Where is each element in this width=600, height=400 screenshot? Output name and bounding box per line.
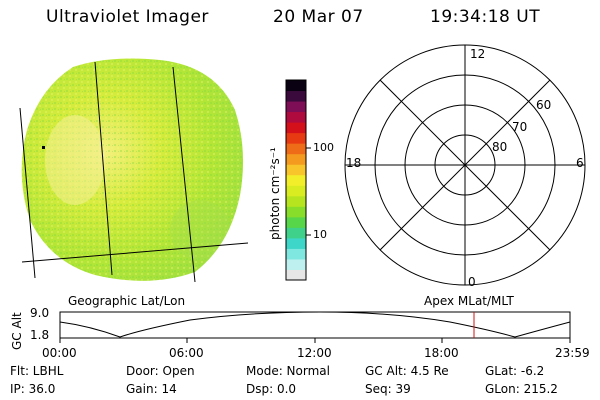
- altitude-curve: [59, 311, 571, 338]
- altitude-ylabel: GC Alt: [10, 312, 24, 350]
- polar-label-12: 12: [470, 47, 486, 61]
- colorbar-tick-10: 10: [313, 228, 327, 241]
- colorbar-segment: [286, 80, 306, 92]
- altitude-x-tick-1: 06:00: [169, 346, 204, 360]
- altitude-y-top: 9.0: [30, 306, 50, 320]
- colorbar-segment: [286, 101, 306, 113]
- dsp-info: Dsp: 0.0: [246, 382, 297, 396]
- geo-latitude-info: GLat: -6.2: [485, 364, 545, 378]
- colorbar-frame: [285, 79, 307, 281]
- altitude-x-tick-4: 23:59: [555, 346, 590, 360]
- gain-info: Gain: 14: [126, 382, 177, 396]
- colorbar-segment: [286, 216, 306, 228]
- mode-info: Mode: Normal: [246, 364, 330, 378]
- colorbar-segment: [286, 195, 306, 207]
- observation-time: 19:34:18 UT: [430, 7, 541, 27]
- colorbar-segment: [286, 227, 306, 239]
- ip-info: IP: 36.0: [10, 382, 56, 396]
- polar-label-60: 60: [536, 98, 552, 112]
- colorbar-segment: [286, 206, 306, 218]
- geographic-grid-lines: [19, 61, 249, 283]
- polar-label-6: 6: [576, 156, 584, 170]
- altitude-plot-frame: [59, 311, 571, 339]
- colorbar-ticks: [306, 147, 311, 236]
- altitude-x-tick-2: 12:00: [297, 346, 332, 360]
- colorbar-segment: [286, 185, 306, 197]
- colorbar-segment: [286, 269, 306, 281]
- door-info: Door: Open: [126, 364, 195, 378]
- geographic-label: Geographic Lat/Lon: [68, 294, 186, 308]
- colorbar-segment: [286, 111, 306, 123]
- polar-label-18: 18: [346, 156, 362, 170]
- altitude-x-tick-3: 18:00: [424, 346, 459, 360]
- altitude-y-bottom: 1.8: [30, 328, 50, 342]
- observation-date: 20 Mar 07: [273, 7, 364, 27]
- colorbar-unit-label: photon cm⁻²s⁻¹: [268, 147, 282, 240]
- colorbar-segment: [286, 153, 306, 165]
- apex-label: Apex MLat/MLT: [424, 294, 514, 308]
- colorbar-segment: [286, 90, 306, 102]
- polar-label-80: 80: [492, 140, 508, 154]
- geo-longitude-info: GLon: 215.2: [485, 382, 558, 396]
- earth-disc-image: [21, 58, 244, 281]
- sequence-info: Seq: 39: [365, 382, 411, 396]
- polar-grid: [344, 44, 586, 286]
- colorbar-tick-100: 100: [313, 141, 334, 154]
- colorbar-segment: [286, 237, 306, 249]
- colorbar-segment: [286, 248, 306, 260]
- altitude-x-tick-0: 00:00: [42, 346, 77, 360]
- colorbar-segment: [286, 164, 306, 176]
- colorbar-segment: [286, 122, 306, 134]
- colorbar-segment: [286, 258, 306, 270]
- colorbar-segment: [286, 143, 306, 155]
- colorbar: [285, 79, 307, 281]
- polar-label-70: 70: [512, 120, 528, 134]
- colorbar-segment: [286, 132, 306, 144]
- gc-altitude-info: GC Alt: 4.5 Re: [365, 364, 449, 378]
- colorbar-segment: [286, 174, 306, 186]
- filter-info: Flt: LBHL: [10, 364, 64, 378]
- altitude-x-ticks: [59, 338, 571, 343]
- instrument-title: Ultraviolet Imager: [46, 7, 209, 27]
- polar-label-0: 0: [468, 275, 476, 289]
